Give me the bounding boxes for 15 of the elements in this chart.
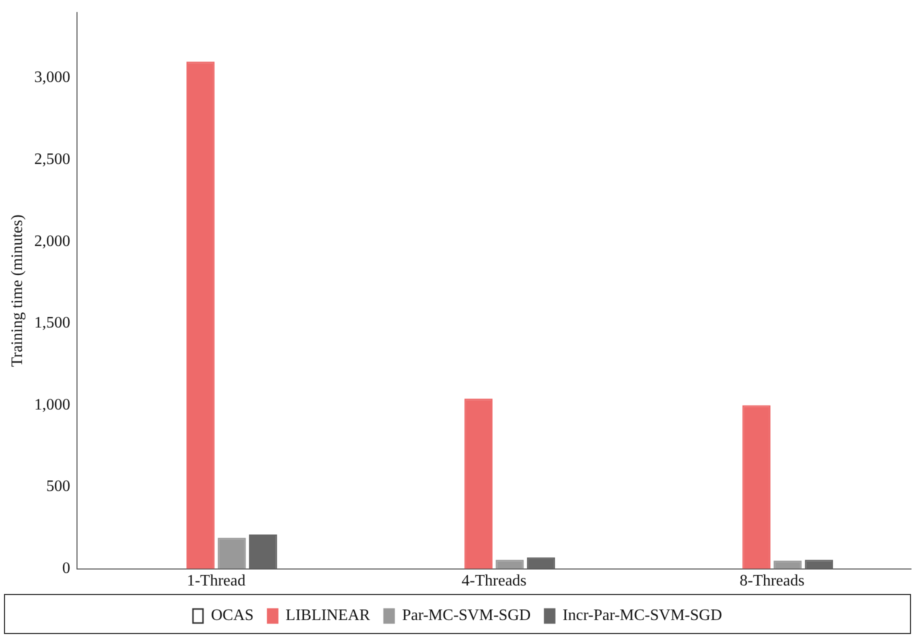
y-tick-label: 500 bbox=[46, 478, 70, 496]
legend-label: Incr-Par-MC-SVM-SGD bbox=[562, 607, 722, 624]
y-tick-label: 2,500 bbox=[34, 151, 70, 168]
y-tick-label: 2,000 bbox=[34, 232, 70, 250]
y-tick-label: 1,000 bbox=[34, 396, 70, 414]
y-tick-label: 0 bbox=[62, 560, 70, 578]
legend-label: LIBLINEAR bbox=[286, 607, 370, 624]
y-axis-title: Training time (minutes) bbox=[8, 214, 26, 367]
legend-label: OCAS bbox=[210, 607, 254, 624]
x-tick-label: 8-Threads bbox=[740, 572, 804, 590]
legend-label: Par-MC-SVM-SGD bbox=[402, 607, 531, 624]
y-tick-label: 1,500 bbox=[34, 314, 70, 332]
x-tick-label: 4-Threads bbox=[462, 572, 527, 590]
x-tick-label: 1-Thread bbox=[186, 572, 246, 590]
y-tick-label: 3,000 bbox=[34, 69, 70, 86]
